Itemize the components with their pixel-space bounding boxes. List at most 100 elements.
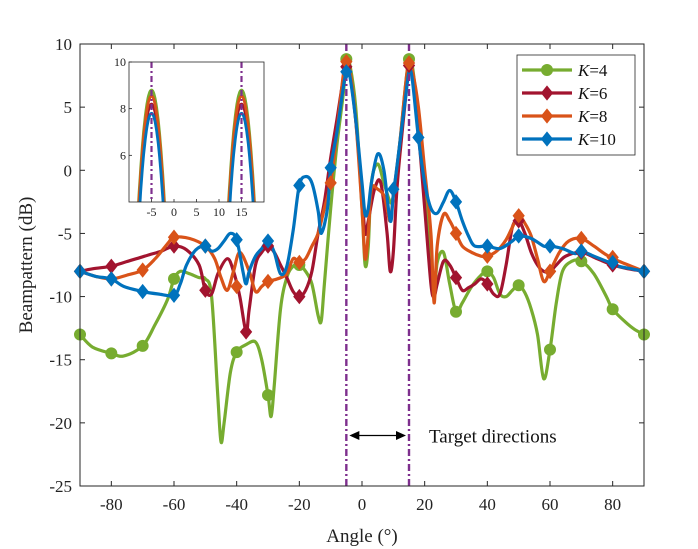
data-marker-k8	[230, 278, 243, 295]
annotation-text: Target directions	[429, 426, 557, 447]
y-tick-label: -5	[58, 224, 72, 243]
data-marker-k10	[606, 254, 619, 271]
legend-marker-diamond-icon	[540, 85, 554, 101]
legend-label-rest: =4	[589, 61, 608, 80]
data-marker-k10	[412, 129, 425, 146]
legend-label: K=4	[577, 61, 608, 80]
data-marker-k6	[167, 238, 181, 254]
inset-x-tick-label: -5	[147, 205, 157, 219]
legend-label-italic: K	[577, 84, 591, 103]
data-marker-k4	[105, 347, 118, 360]
legend-label-italic: K	[577, 61, 591, 80]
data-marker-k4	[606, 303, 619, 316]
series-line-k10	[80, 67, 644, 298]
legend-label: K=10	[577, 130, 616, 149]
data-marker-k8	[261, 273, 275, 290]
legend: K=4K=6K=8K=10	[516, 54, 636, 156]
data-marker-k8	[136, 262, 149, 278]
data-marker-k8	[324, 175, 337, 191]
data-marker-k10	[449, 194, 463, 210]
data-marker-k4	[136, 339, 149, 352]
data-marker-k10	[324, 160, 337, 176]
y-tick-label: 5	[64, 98, 73, 117]
inset-y-tick-label: 8	[120, 102, 126, 116]
legend-marker-circle-icon	[541, 64, 553, 76]
data-marker-k8	[481, 248, 494, 264]
data-marker-k10	[105, 271, 118, 287]
legend-item-k4: K=4	[522, 61, 608, 80]
data-marker-k10	[512, 228, 525, 244]
data-marker-k4	[481, 265, 494, 278]
legend-marker-diamond-icon	[540, 131, 554, 147]
inset-y-tick-label: 6	[120, 148, 126, 162]
legend-label-rest: =10	[589, 130, 616, 149]
x-tick-label: 40	[479, 495, 496, 514]
arrow-head-right-icon	[396, 430, 406, 440]
inset-x-tick-label: 10	[213, 205, 225, 219]
x-tick-label: -40	[225, 495, 248, 514]
y-tick-label: -20	[49, 414, 72, 433]
legend-marker-diamond-icon	[540, 108, 554, 124]
legend-label: K=8	[577, 107, 607, 126]
y-tick-label: -10	[49, 288, 72, 307]
data-marker-k10	[481, 238, 494, 254]
inset-x-tick-label: 15	[236, 205, 248, 219]
x-tick-label: 0	[358, 495, 367, 514]
x-axis-title: Angle (°)	[326, 526, 397, 547]
data-marker-k10	[261, 233, 275, 249]
legend-label-italic: K	[577, 130, 591, 149]
data-marker-k8	[402, 55, 416, 71]
markers-layer	[73, 53, 651, 402]
x-tick-label: -60	[163, 495, 186, 514]
data-marker-k4	[262, 389, 274, 402]
legend-label-rest: =6	[589, 84, 607, 103]
x-tick-label: -80	[100, 495, 123, 514]
data-marker-k4	[168, 272, 180, 285]
legend-item-k8: K=8	[522, 107, 607, 126]
data-marker-k6	[239, 324, 253, 340]
legend-item-k6: K=6	[522, 84, 607, 103]
data-marker-k10	[543, 238, 557, 254]
data-marker-k10	[387, 181, 400, 197]
inset-y-tick-label: 10	[114, 55, 126, 69]
data-marker-k4	[512, 279, 525, 292]
inset-target-lines	[150, 62, 243, 202]
data-marker-k10	[230, 232, 243, 248]
data-marker-k6	[199, 282, 212, 298]
x-tick-label: -20	[288, 495, 311, 514]
x-tick-label: 20	[416, 495, 433, 514]
target-direction-lines	[345, 44, 411, 486]
legend-item-k10: K=10	[522, 130, 616, 149]
inset-x-tick-label: 5	[194, 205, 200, 219]
arrow-head-left-icon	[349, 430, 360, 440]
data-marker-k4	[544, 343, 556, 356]
data-marker-k6	[449, 269, 463, 286]
y-tick-label: 0	[64, 161, 73, 180]
legend-items: K=4K=6K=8K=10	[522, 61, 616, 149]
data-marker-k8	[512, 208, 525, 224]
legend-label-rest: =8	[589, 107, 607, 126]
y-tick-label: 10	[55, 35, 72, 54]
x-tick-label: 80	[604, 495, 621, 514]
legend-label-italic: K	[577, 107, 591, 126]
x-tick-label: 60	[542, 495, 559, 514]
data-marker-k6	[481, 276, 494, 292]
data-marker-k4	[230, 346, 243, 359]
inset-x-tick-label: 0	[171, 205, 177, 219]
inset-zoom-plot: -5 0 5 10 15 6 8 10	[114, 55, 265, 219]
y-axis-title: Beampattern (dB)	[16, 197, 37, 334]
data-marker-k8	[449, 225, 463, 242]
data-marker-k10	[167, 287, 181, 303]
target-directions-annotation: Target directions	[349, 426, 557, 447]
data-marker-k8	[543, 263, 557, 279]
data-marker-k6	[293, 288, 306, 305]
data-marker-k10	[293, 177, 306, 194]
legend-label: K=6	[577, 84, 607, 103]
inset-background	[129, 62, 264, 202]
data-marker-k10	[136, 283, 149, 300]
inset-axes: -5 0 5 10 15 6 8 10	[114, 55, 248, 219]
data-marker-k4	[450, 305, 462, 318]
y-tick-label: -15	[49, 351, 72, 370]
